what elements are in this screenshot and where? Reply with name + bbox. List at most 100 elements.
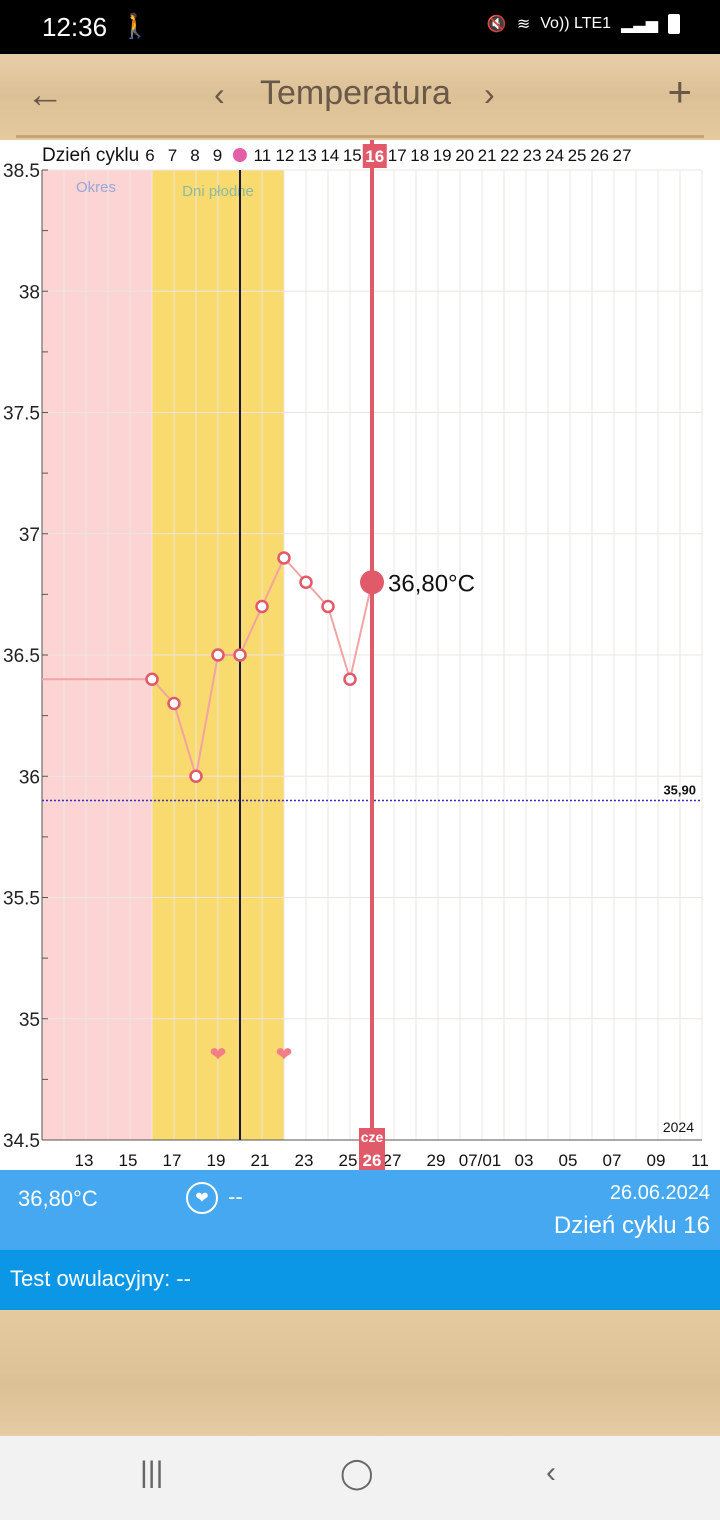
selected-weekday-label: cze (361, 1129, 384, 1145)
walk-icon: 🚶 (120, 13, 150, 40)
date-tick-label: 21 (251, 1151, 270, 1170)
y-tick-label: 34.5 (3, 1131, 40, 1152)
y-tick-label: 38 (19, 282, 40, 303)
selected-temperature: 36,80°C (18, 1186, 98, 1211)
selected-value-label: 36,80°C (388, 570, 475, 597)
temperature-point (277, 551, 291, 565)
signal-icon: ▂▃▅ (621, 16, 658, 33)
selected-date-label: 26 (363, 1151, 382, 1170)
date-tick-label: 25 (339, 1151, 358, 1170)
cycle-day-label: 15 (343, 146, 362, 165)
cycle-day-label: 22 (500, 146, 519, 165)
cycle-day-label: 24 (545, 146, 564, 165)
y-tick-label: 37 (19, 525, 40, 546)
battery-icon (668, 14, 680, 34)
temperature-point (189, 769, 203, 783)
heart-marker: ❤ (210, 1042, 227, 1066)
home-icon[interactable]: ◯ (340, 1457, 374, 1490)
y-tick-label: 35.5 (3, 889, 40, 910)
cycle-day-label: 14 (320, 146, 339, 165)
cycle-day-label: 26 (590, 146, 609, 165)
ovulation-test-bar[interactable]: Test owulacyjny: -- (0, 1250, 720, 1310)
back-icon[interactable]: ‹ (546, 1456, 556, 1489)
period-label: Okres (76, 179, 116, 196)
chevron-right-icon[interactable]: › (484, 76, 495, 112)
chevron-left-icon[interactable]: ‹ (214, 76, 225, 112)
mute-icon: 🔇 (486, 16, 507, 33)
cycle-day-label: 23 (523, 146, 542, 165)
temperature-point (299, 575, 313, 589)
plus-icon[interactable]: + (667, 68, 692, 115)
cycle-day-label: 18 (410, 146, 429, 165)
date-tick-label: 13 (75, 1151, 94, 1170)
temperature-chart[interactable]: 38.5 38 37.5 37 36.5 36 35.5 35 34.5 35,90 Okres Dn… (0, 140, 720, 1170)
date-tick-label: 11 (691, 1151, 709, 1170)
date-tick-label: 19 (207, 1151, 226, 1170)
cycle-day-label: 13 (298, 146, 317, 165)
status-bar: 12:36 🚶 🔇 ≋ Vo)) LTE1 ▂▃▅ (0, 0, 720, 54)
cycle-day-label: 6 (145, 146, 154, 165)
cycle-day-label: 7 (168, 146, 177, 165)
recent-apps-icon[interactable]: ||| (140, 1456, 164, 1489)
temperature-point (167, 696, 181, 711)
date-tick-label: 07 (603, 1151, 622, 1170)
app-toolbar: ← ‹ Temperatura › + (0, 54, 720, 140)
y-tick-label: 35 (19, 1010, 40, 1031)
date-tick-label: 03 (515, 1151, 534, 1170)
date-tick-label: 23 (295, 1151, 314, 1170)
cycle-day-label: 12 (275, 146, 294, 165)
baseline-label: 35,90 (663, 783, 696, 798)
cycle-day-label: 8 (190, 146, 199, 165)
cycle-day-label: 25 (568, 146, 587, 165)
cycle-day-label: 11 (254, 146, 272, 165)
selected-cycle-day-label: 16 (365, 147, 384, 166)
status-indicators: 🔇 ≋ Vo)) LTE1 ▂▃▅ (487, 14, 680, 34)
date-tick-label: 07/01 (459, 1151, 502, 1170)
y-tick-label: 36 (19, 767, 40, 788)
y-tick-label: 36.5 (3, 646, 40, 667)
status-time: 12:36 (42, 12, 108, 42)
heart-icon[interactable]: ❤ (186, 1182, 218, 1214)
android-navigation-bar: ||| ◯ ‹ (0, 1436, 720, 1520)
cycle-day-label: 17 (388, 146, 407, 165)
cycle-day-label: 20 (455, 146, 474, 165)
temperature-point (233, 648, 247, 662)
date-tick-label: 27 (383, 1151, 402, 1170)
bottom-wood-panel (0, 1310, 720, 1436)
cycle-day-label: 19 (433, 146, 452, 165)
selected-cycle-day-badge (362, 144, 387, 168)
temperature-point (321, 599, 335, 614)
temperature-point (343, 672, 357, 686)
date-tick-label: 09 (647, 1151, 666, 1170)
date-tick-label: 15 (119, 1151, 138, 1170)
temperature-point (211, 648, 225, 662)
arrow-left-icon[interactable]: ← (26, 74, 64, 116)
y-tick-label: 38.5 (3, 161, 40, 182)
chart-svg: 38.5 38 37.5 37 36.5 36 35.5 35 34.5 35,90 Okres Dn… (3, 140, 709, 1170)
cycle-day-label: 21 (478, 146, 497, 165)
date-tick-label: 29 (427, 1151, 446, 1170)
selected-cycle-day: Dzień cyklu 16 (553, 1212, 710, 1239)
cycle-day-header-label: Dzień cyklu (42, 145, 139, 166)
temperature-point (255, 599, 269, 614)
cycle-day-label: 9 (213, 146, 222, 165)
cycle-day-label: 10 (239, 161, 241, 163)
toolbar-divider (16, 135, 704, 138)
selected-date-badge (359, 1128, 385, 1170)
ovulation-test-label: Test owulacyjny: -- (10, 1266, 191, 1291)
day-info-panel: 36,80°C ❤ -- 26.06.2024 Dzień cyklu 16 (0, 1170, 720, 1250)
heart-marker: ❤ (276, 1042, 293, 1066)
y-tick-label: 37.5 (3, 404, 40, 425)
lte-icon: Vo)) LTE1 (540, 15, 612, 32)
date-tick-label: 05 (559, 1151, 578, 1170)
wifi-icon: ≋ (516, 16, 531, 33)
selected-point (360, 570, 384, 595)
fertile-label: Dni płodne (182, 183, 254, 200)
page-title: Temperatura (260, 74, 451, 112)
temperature-point (145, 672, 159, 686)
ovulation-day-icon (232, 148, 247, 162)
cycle-day-label: 27 (613, 146, 632, 165)
selected-date: 26.06.2024 (609, 1182, 710, 1204)
date-tick-label: 17 (163, 1151, 182, 1170)
heart-value: -- (228, 1184, 243, 1209)
